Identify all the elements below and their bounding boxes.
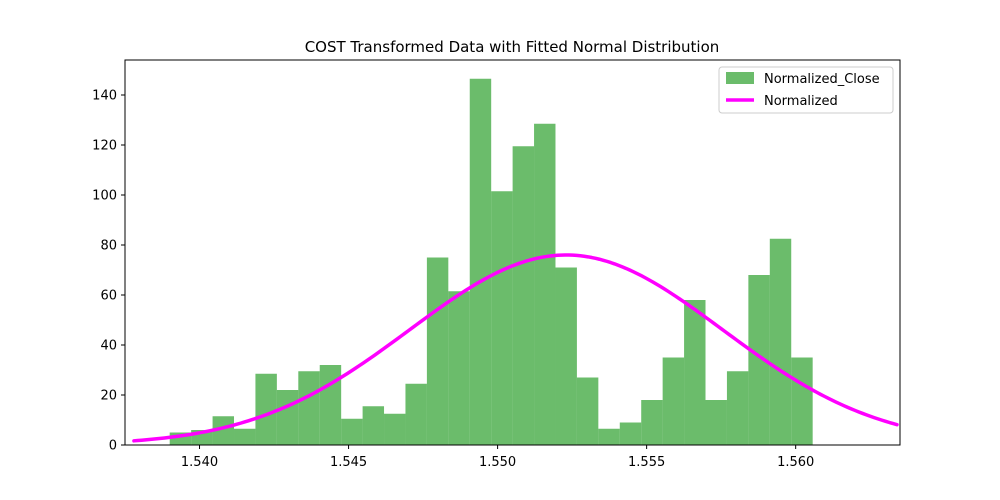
histogram-bar	[448, 291, 470, 445]
x-tick-label: 1.545	[330, 455, 367, 470]
legend-box	[718, 66, 894, 114]
normal-curve-line	[132, 253, 899, 443]
histogram-bar	[341, 418, 363, 445]
histogram-bars	[169, 78, 813, 445]
y-tick-label: 80	[100, 239, 117, 254]
x-tick-label: 1.550	[479, 455, 516, 470]
histogram-bar	[791, 357, 813, 445]
histogram-bar	[662, 357, 685, 445]
histogram-bar	[684, 300, 706, 445]
y-tick-label: 40	[100, 339, 117, 354]
y-tick-label: 100	[92, 189, 117, 204]
histogram-bar	[255, 373, 277, 445]
plot-frame	[124, 59, 901, 446]
histogram-bar	[319, 365, 342, 445]
histogram-bar	[384, 413, 406, 445]
chart-title: COST Transformed Data with Fitted Normal…	[305, 38, 720, 56]
histogram-bar	[576, 377, 599, 445]
histogram-bar	[405, 383, 427, 445]
x-tick-label: 1.540	[181, 455, 218, 470]
histogram-bar	[469, 78, 492, 445]
histogram-bar	[748, 275, 770, 445]
histogram-bar	[534, 123, 556, 445]
histogram-bar	[769, 238, 792, 445]
histogram-bar	[598, 428, 620, 445]
legend-label-curve: Normalized	[764, 94, 838, 109]
y-tick-label: 60	[100, 289, 117, 304]
legend-swatch-histogram	[726, 72, 754, 84]
histogram-bar	[491, 191, 513, 445]
y-tick-label: 120	[92, 139, 117, 154]
histogram-bar	[512, 146, 535, 445]
histogram-bar	[619, 422, 642, 445]
y-tick-label: 20	[100, 389, 117, 404]
legend-label-histogram: Normalized_Close	[764, 72, 880, 87]
legend: Normalized_Close Normalized	[718, 66, 894, 114]
histogram-bar	[362, 406, 385, 445]
y-tick-label: 0	[109, 439, 117, 454]
y-axis: 0 20 40 60 80 100 120 140	[92, 89, 125, 454]
histogram-bar	[705, 400, 727, 445]
histogram-bar	[555, 267, 577, 445]
histogram-bar	[234, 428, 256, 445]
histogram-bar	[726, 371, 749, 445]
histogram-bar	[426, 257, 449, 445]
y-tick-label: 140	[92, 89, 117, 104]
x-axis: 1.540 1.545 1.550 1.555 1.560	[181, 445, 814, 470]
histogram-bar	[641, 400, 663, 445]
histogram-bar	[298, 371, 320, 445]
histogram-bar	[276, 390, 299, 445]
x-tick-label: 1.555	[628, 455, 665, 470]
histogram-bar	[212, 416, 235, 445]
x-tick-label: 1.560	[777, 455, 814, 470]
